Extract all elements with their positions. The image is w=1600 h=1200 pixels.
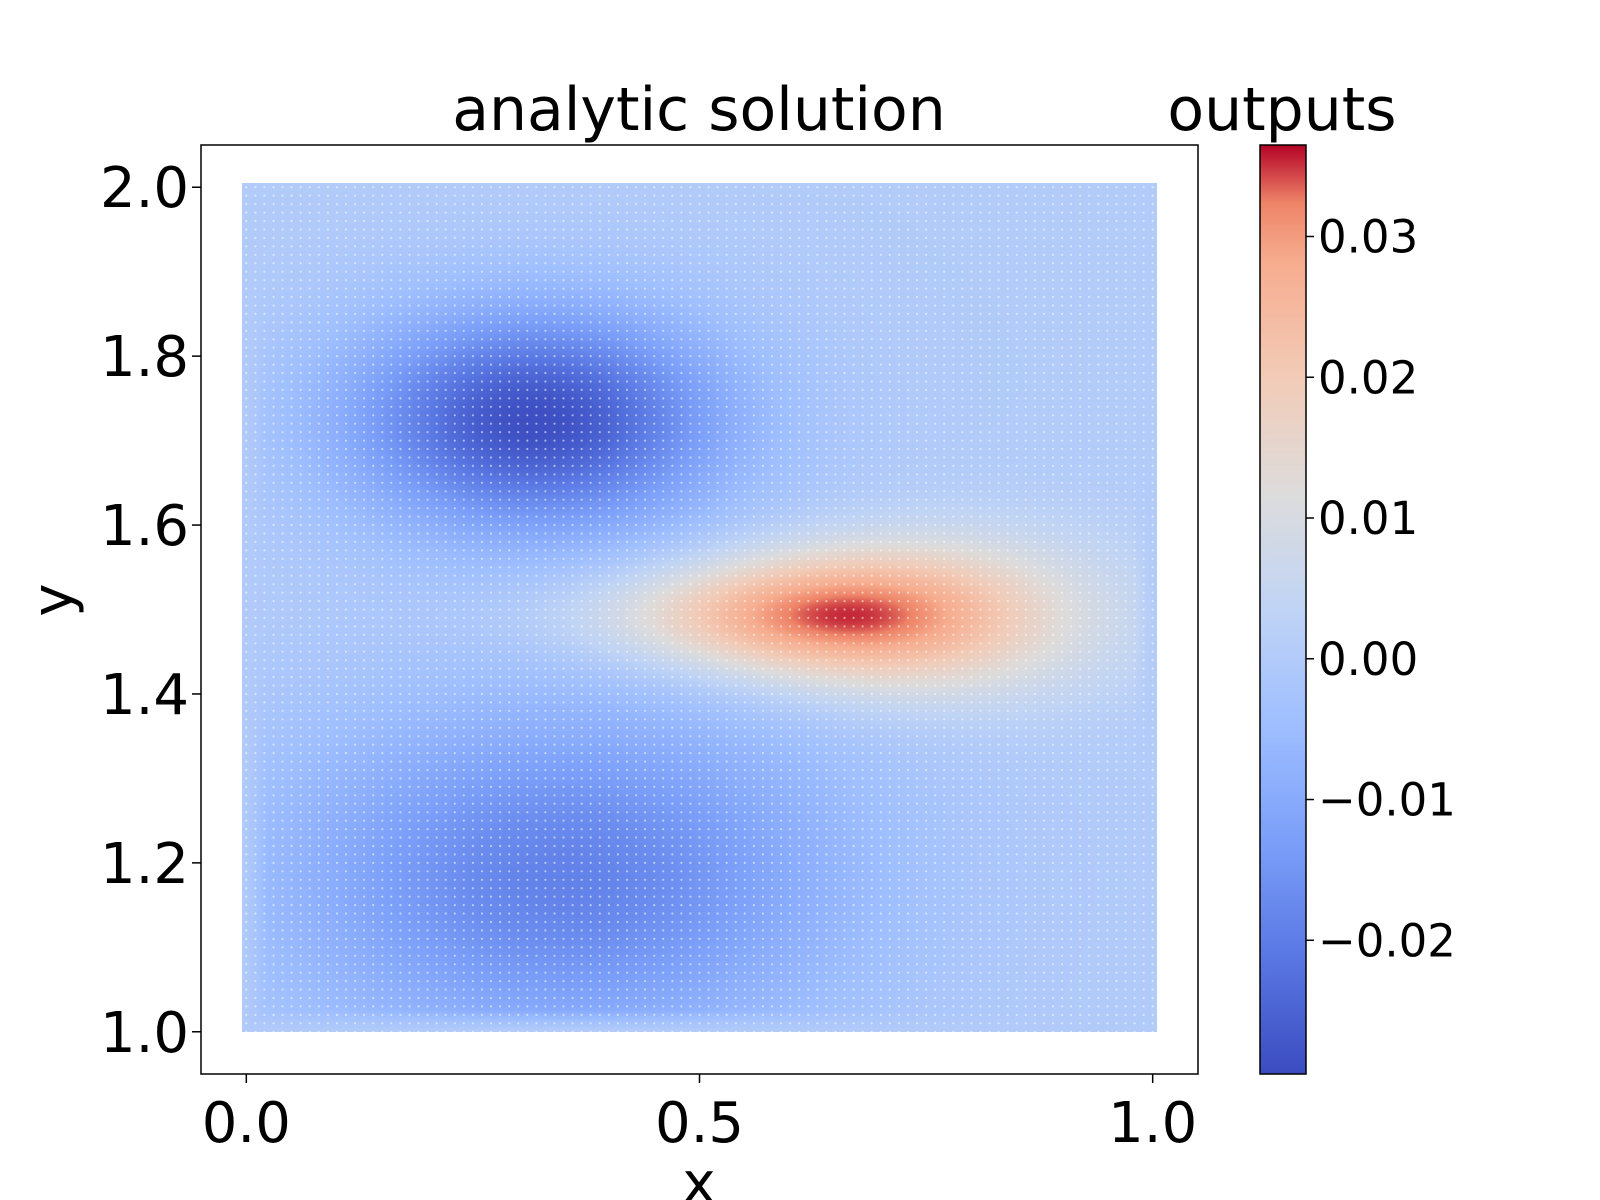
y-axis-label: y bbox=[21, 583, 86, 616]
x-tick-label: 0.0 bbox=[202, 1091, 291, 1156]
colorbar-label: outputs bbox=[1167, 75, 1396, 145]
y-tick-label: 1.4 bbox=[100, 663, 189, 728]
colorbar-tick-label: −0.01 bbox=[1318, 774, 1456, 827]
heatmap-field bbox=[242, 183, 1157, 1032]
x-tick-label: 1.0 bbox=[1108, 1091, 1197, 1156]
plot-area bbox=[242, 183, 1157, 1033]
y-tick-label: 2.0 bbox=[100, 156, 189, 221]
y-tick-label: 1.2 bbox=[100, 832, 189, 897]
point-lattice bbox=[245, 186, 1154, 1033]
y-tick-label: 1.0 bbox=[100, 1001, 189, 1066]
colorbar-tick-label: 0.01 bbox=[1318, 492, 1418, 545]
x-axis-label: x bbox=[682, 1151, 715, 1200]
colorbar-tick-label: 0.02 bbox=[1318, 351, 1418, 404]
colorbar bbox=[1259, 144, 1307, 1075]
colorbar-tick-label: 0.03 bbox=[1318, 210, 1418, 263]
scatter-points bbox=[245, 186, 1154, 1033]
y-tick-label: 1.8 bbox=[100, 325, 189, 390]
y-tick-label: 1.6 bbox=[100, 494, 189, 559]
colorbar-tick-label: 0.00 bbox=[1318, 633, 1418, 686]
x-axis: 0.0 0.5 1.0 bbox=[202, 1074, 1197, 1156]
colorbar-ticks: 0.03 0.02 0.01 0.00 −0.01 −0.02 bbox=[1306, 210, 1456, 967]
colorbar-tick-label: −0.02 bbox=[1318, 914, 1456, 967]
chart-title: analytic solution bbox=[452, 75, 946, 145]
x-tick-label: 0.5 bbox=[655, 1091, 744, 1156]
y-axis: 1.0 1.2 1.4 1.6 1.8 2.0 bbox=[100, 156, 201, 1066]
